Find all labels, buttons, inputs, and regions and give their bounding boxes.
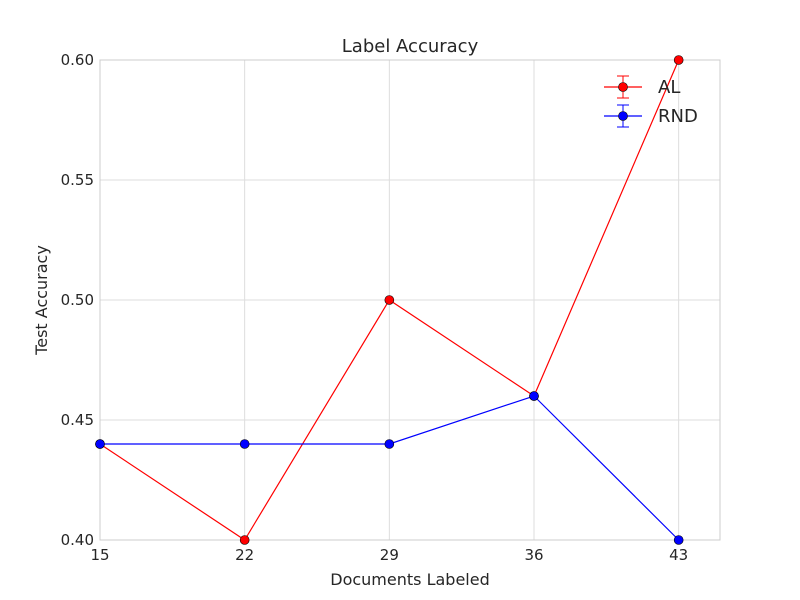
y-axis-label: Test Accuracy — [32, 245, 51, 356]
legend-marker — [618, 82, 628, 92]
x-tick-label: 43 — [669, 546, 688, 564]
y-tick-label: 0.55 — [61, 171, 94, 189]
data-point-al — [384, 295, 395, 305]
series-rnd — [95, 391, 684, 545]
y-tick-label: 0.50 — [61, 291, 94, 309]
x-tick-label: 36 — [524, 546, 543, 564]
legend-item-al: AL — [604, 75, 680, 99]
data-point-rnd — [529, 391, 539, 401]
plot-frame — [99, 59, 721, 541]
y-tick-label: 0.60 — [61, 51, 94, 69]
y-tick-label: 0.40 — [61, 531, 94, 549]
chart-title: Label Accuracy — [342, 36, 479, 57]
data-point-rnd — [673, 535, 684, 545]
x-tick-label: 22 — [235, 546, 254, 564]
legend-item-rnd: RND — [604, 104, 698, 128]
legend-label: AL — [658, 77, 680, 98]
data-point-rnd — [95, 439, 105, 449]
x-tick-label: 15 — [90, 546, 109, 564]
series-layer — [95, 55, 684, 545]
y-tick-label: 0.45 — [61, 411, 94, 429]
tick-labels: 15 22 29 36 43 0.40 0.45 0.50 0.55 0.60 — [61, 51, 689, 564]
x-tick-label: 29 — [380, 546, 399, 564]
x-axis-label: Documents Labeled — [330, 570, 489, 589]
data-point-al — [239, 535, 250, 545]
data-point-rnd — [239, 439, 250, 449]
legend-marker — [618, 111, 628, 121]
legend: AL RND — [604, 75, 698, 128]
grid — [99, 59, 720, 541]
data-point-rnd — [384, 439, 395, 449]
legend-label: RND — [658, 106, 698, 127]
data-point-al — [673, 55, 684, 65]
